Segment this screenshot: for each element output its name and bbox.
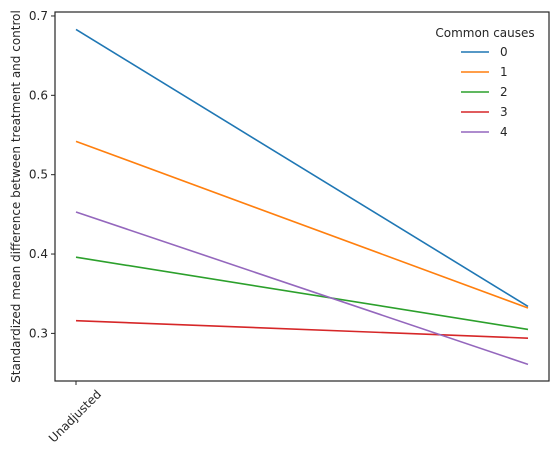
series-lines <box>75 28 529 366</box>
series-line-3 <box>75 319 529 339</box>
x-tick-label: Unadjusted <box>46 387 104 445</box>
plot-frame <box>54 11 550 382</box>
series-line-0 <box>75 28 529 308</box>
y-tick-label: 0.5 <box>29 168 48 182</box>
legend-label-0: 0 <box>500 45 508 59</box>
legend-label-2: 2 <box>500 85 508 99</box>
series-line-1 <box>75 140 529 309</box>
legend: Common causes 0 1 2 3 4 <box>435 26 534 139</box>
legend-title: Common causes <box>435 26 534 40</box>
series-line-2 <box>75 256 529 331</box>
y-tick-label: 0.6 <box>29 88 48 102</box>
legend-label-1: 1 <box>500 65 508 79</box>
y-tick-label: 0.3 <box>29 326 48 340</box>
series-line-4 <box>75 211 529 366</box>
x-axis-ticks: Unadjusted <box>46 381 104 445</box>
y-tick-label: 0.7 <box>29 9 48 23</box>
y-axis-label: Standardized mean difference between tre… <box>9 10 23 383</box>
legend-label-4: 4 <box>500 125 508 139</box>
legend-items: 0 1 2 3 4 <box>461 45 508 139</box>
legend-label-3: 3 <box>500 105 508 119</box>
y-axis-ticks: 0.3 0.4 0.5 0.6 0.7 <box>29 9 55 340</box>
y-tick-label: 0.4 <box>29 247 48 261</box>
